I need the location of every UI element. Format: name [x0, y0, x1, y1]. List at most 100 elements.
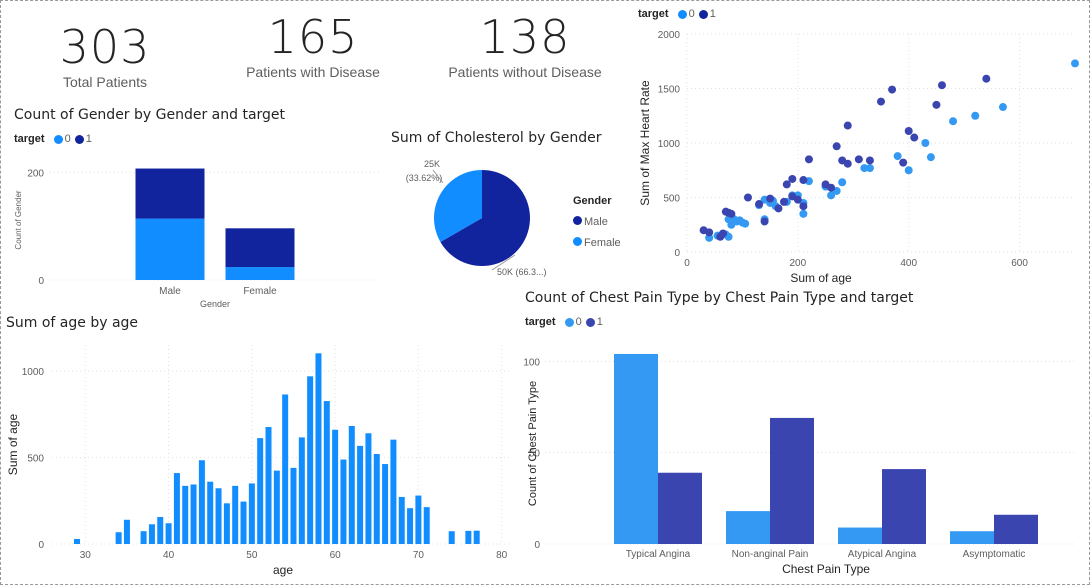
- scatter-point-target-1[interactable]: [719, 229, 728, 238]
- scatter-point-target-1[interactable]: [910, 133, 919, 142]
- age-bar-38[interactable]: [148, 524, 155, 544]
- scatter-point-target-1[interactable]: [804, 155, 813, 164]
- chestpain-bar-non-anginal-pain-target-0[interactable]: [726, 511, 770, 544]
- age-bar-70[interactable]: [415, 495, 422, 544]
- scatter-point-target-1[interactable]: [832, 142, 841, 151]
- scatter-point-target-1[interactable]: [937, 81, 946, 90]
- gender-legend[interactable]: target 0 1: [14, 133, 92, 145]
- scatter-point-target-1[interactable]: [766, 194, 775, 203]
- age-bar-34[interactable]: [115, 532, 122, 544]
- scatter-point-target-1[interactable]: [843, 159, 852, 168]
- age-bar-39[interactable]: [157, 517, 164, 544]
- scatter-point-target-0[interactable]: [893, 152, 902, 161]
- scatter-point-target-0[interactable]: [741, 219, 750, 228]
- chestpain-bar-asymptomatic-target-1[interactable]: [994, 514, 1038, 544]
- scatter-point-target-1[interactable]: [727, 209, 736, 218]
- age-bar-56[interactable]: [298, 437, 305, 544]
- age-bar-74[interactable]: [448, 531, 455, 544]
- age-bar-64[interactable]: [365, 433, 372, 544]
- age-bar-44[interactable]: [198, 460, 205, 544]
- scatter-point-target-1[interactable]: [799, 202, 808, 211]
- scatter-point-target-0[interactable]: [1071, 59, 1079, 68]
- chestpain-bar-atypical-angina-target-0[interactable]: [838, 527, 882, 544]
- scatter-point-target-1[interactable]: [774, 204, 783, 213]
- age-bar-76[interactable]: [465, 530, 472, 544]
- age-bar-35[interactable]: [123, 519, 130, 544]
- age-bar-66[interactable]: [382, 464, 389, 544]
- age-bar-63[interactable]: [357, 445, 364, 544]
- scatter-point-target-1[interactable]: [780, 197, 788, 206]
- scatter-point-target-1[interactable]: [743, 193, 752, 202]
- scatter-point-target-0[interactable]: [860, 164, 869, 173]
- age-bar-68[interactable]: [398, 496, 405, 544]
- chestpain-bar-non-anginal-pain-target-1[interactable]: [770, 417, 814, 544]
- gender-bar-female-target-1[interactable]: [225, 228, 295, 268]
- age-bar-60[interactable]: [332, 429, 339, 544]
- scatter-point-target-1[interactable]: [854, 155, 863, 164]
- scatter-point-target-1[interactable]: [793, 195, 802, 204]
- age-bar-53[interactable]: [273, 470, 280, 544]
- scatter-point-target-1[interactable]: [755, 200, 764, 209]
- scatter-point-target-0[interactable]: [998, 103, 1007, 112]
- scatter-point-target-1[interactable]: [865, 156, 874, 165]
- kpi-total-patients[interactable]: 303 Total Patients: [40, 22, 170, 90]
- age-bar-67[interactable]: [390, 439, 397, 544]
- scatter-point-target-1[interactable]: [888, 85, 897, 94]
- scatter-point-target-0[interactable]: [827, 191, 836, 200]
- scatter-point-target-0[interactable]: [921, 139, 930, 147]
- chestpain-bar-typical-angina-target-1[interactable]: [658, 472, 702, 544]
- scatter-point-target-0[interactable]: [904, 166, 913, 175]
- scatter-point-target-1[interactable]: [799, 176, 808, 185]
- scatter-point-target-1[interactable]: [904, 127, 913, 136]
- scatter-point-target-1[interactable]: [705, 228, 714, 237]
- scatter-point-target-0[interactable]: [949, 117, 958, 126]
- scatter-point-target-0[interactable]: [838, 178, 847, 187]
- chestpain-bar-asymptomatic-target-0[interactable]: [950, 531, 994, 544]
- scatter-point-target-1[interactable]: [760, 217, 769, 226]
- age-bar-41[interactable]: [173, 473, 180, 544]
- scatter-point-target-1[interactable]: [843, 121, 852, 130]
- gender-bar-female-target-0[interactable]: [225, 267, 295, 280]
- age-bar-37[interactable]: [140, 531, 147, 544]
- scatter-point-target-1[interactable]: [932, 100, 941, 109]
- scatter-point-target-1[interactable]: [788, 174, 797, 183]
- chestpain-legend[interactable]: target 0 1: [525, 316, 603, 328]
- scatter-legend[interactable]: target 0 1: [638, 8, 716, 20]
- scatter-point-target-1[interactable]: [827, 183, 836, 192]
- pie-slice-female[interactable]: [434, 170, 482, 242]
- chestpain-bar-atypical-angina-target-1[interactable]: [882, 469, 926, 544]
- age-bar-65[interactable]: [373, 454, 380, 544]
- scatter-point-target-1[interactable]: [877, 97, 885, 106]
- gender-bar-male-target-1[interactable]: [135, 168, 205, 219]
- age-bar-29[interactable]: [73, 538, 80, 544]
- age-bar-50[interactable]: [248, 483, 255, 544]
- age-bar-77[interactable]: [473, 530, 480, 544]
- age-bar-71[interactable]: [423, 507, 430, 544]
- scatter-point-target-1[interactable]: [899, 158, 908, 167]
- age-bar-54[interactable]: [282, 394, 289, 544]
- age-bar-46[interactable]: [215, 488, 222, 544]
- age-bar-45[interactable]: [207, 481, 214, 544]
- chestpain-bar-typical-angina-target-0[interactable]: [614, 353, 658, 544]
- age-bar-59[interactable]: [323, 401, 330, 544]
- age-bar-62[interactable]: [348, 425, 355, 544]
- age-bar-69[interactable]: [407, 508, 414, 544]
- age-bar-55[interactable]: [290, 467, 297, 544]
- pie-slice-male[interactable]: [440, 170, 530, 266]
- age-bar-51[interactable]: [257, 438, 264, 544]
- kpi-patients-with-disease[interactable]: 165 Patients with Disease: [235, 12, 391, 80]
- scatter-point-target-0[interactable]: [926, 153, 935, 162]
- age-bar-48[interactable]: [232, 485, 239, 544]
- age-bar-52[interactable]: [265, 427, 272, 544]
- age-bar-47[interactable]: [223, 503, 230, 544]
- cholesterol-legend[interactable]: Gender Male Female: [573, 191, 621, 254]
- age-bar-58[interactable]: [315, 353, 322, 544]
- age-bar-49[interactable]: [240, 501, 247, 544]
- scatter-point-target-0[interactable]: [799, 209, 808, 218]
- age-bar-43[interactable]: [190, 484, 197, 544]
- age-bar-61[interactable]: [340, 459, 347, 544]
- age-bar-40[interactable]: [165, 523, 172, 544]
- scatter-point-target-1[interactable]: [982, 74, 991, 83]
- kpi-patients-without-disease[interactable]: 138 Patients without Disease: [440, 12, 610, 80]
- scatter-point-target-0[interactable]: [865, 164, 874, 173]
